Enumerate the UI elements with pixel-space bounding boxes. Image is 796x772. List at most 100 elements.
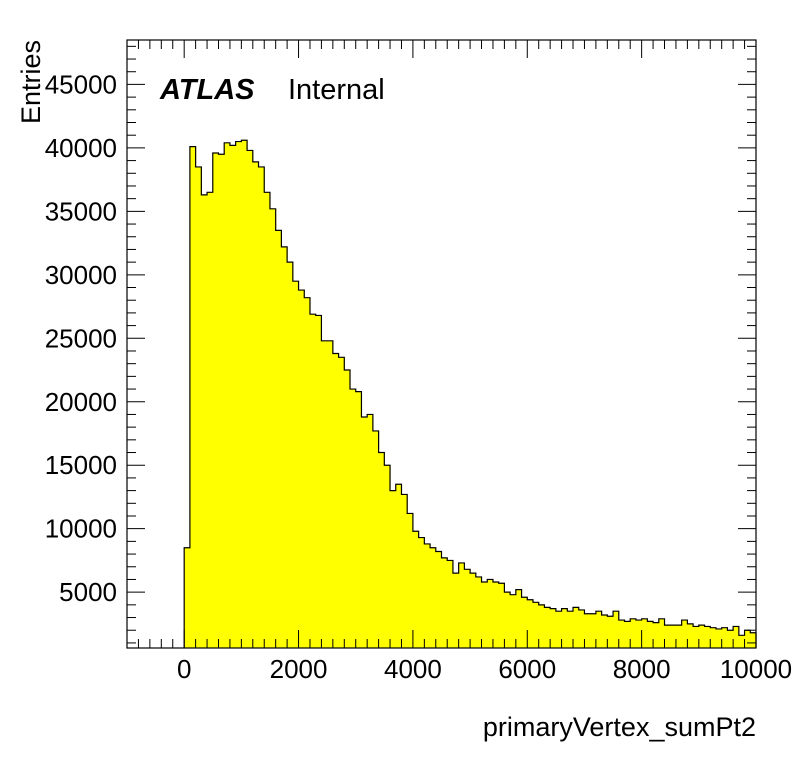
x-tick-label: 4000: [384, 654, 442, 684]
histogram-bin: [452, 573, 460, 648]
histogram-bin: [435, 551, 443, 648]
y-tick-label: 20000: [45, 387, 117, 417]
histogram-bin: [338, 357, 345, 648]
histogram-bin: [407, 513, 414, 648]
histogram-bin: [350, 389, 357, 648]
histogram-bin: [247, 150, 254, 649]
histogram-bin: [567, 611, 574, 648]
histogram-bin: [618, 620, 626, 648]
histogram-bin: [675, 625, 683, 648]
histogram-bin: [481, 581, 488, 648]
y-axis-ticks: [127, 45, 756, 644]
histogram-bin: [252, 161, 260, 648]
histogram-bin: [487, 579, 494, 648]
histogram-bin: [681, 620, 688, 648]
histogram-bin: [561, 608, 568, 648]
histogram-bin: [693, 626, 700, 648]
histogram-bin: [264, 192, 271, 648]
x-tick-label: 8000: [613, 654, 671, 684]
histogram-bin: [504, 592, 511, 648]
histogram-bin: [595, 611, 603, 648]
y-tick-label: 30000: [45, 260, 117, 290]
histogram-bin: [590, 613, 597, 648]
histogram-bins: [184, 140, 757, 649]
histogram-bin: [367, 414, 374, 648]
histogram-bin: [538, 604, 546, 648]
histogram-bin: [641, 618, 648, 648]
x-tick-label: 2000: [270, 654, 328, 684]
plot-frame: [126, 39, 757, 649]
histogram-bin: [607, 616, 614, 648]
x-tick-label: 10000: [720, 654, 792, 684]
histogram-bin: [727, 630, 734, 648]
histogram-bin: [721, 627, 729, 648]
histogram-bin: [447, 560, 454, 648]
histogram-bin: [218, 154, 225, 649]
histogram-bin: [744, 630, 751, 648]
histogram-bin: [304, 297, 311, 648]
histogram-bin: [515, 589, 523, 648]
histogram-bin: [578, 609, 586, 648]
histogram-bin: [464, 569, 471, 648]
histogram-outline: [183, 139, 757, 648]
histogram-bin: [292, 281, 300, 648]
histogram-bin: [281, 246, 288, 648]
histogram-bin: [344, 370, 351, 648]
histogram-bin: [229, 145, 237, 648]
histogram-bin: [298, 290, 305, 648]
histogram-bin: [664, 625, 671, 648]
histogram-bin: [207, 192, 214, 648]
histogram-bin: [733, 626, 740, 648]
y-tick-label: 40000: [45, 133, 117, 163]
histogram-bin: [687, 623, 694, 648]
histogram-bin: [355, 391, 363, 648]
histogram-bin: [510, 594, 517, 648]
histogram-bin: [430, 547, 437, 648]
y-axis-title: Entries: [16, 40, 46, 124]
y-tick-label: 10000: [45, 514, 117, 544]
histogram-bin: [321, 340, 328, 648]
x-axis-tick-labels: 0 2000 4000 6000 8000 10000: [177, 654, 792, 684]
histogram-bin: [390, 490, 397, 648]
histogram-bin: [401, 494, 408, 648]
histogram-bin: [527, 599, 534, 648]
histogram-bin: [601, 614, 608, 648]
y-tick-label: 5000: [59, 577, 117, 607]
histogram-bin: [492, 581, 500, 648]
histogram-bin: [521, 597, 528, 648]
histogram-bin: [224, 142, 231, 648]
histogram-bin: [613, 611, 620, 648]
histogram-bin: [269, 208, 277, 649]
x-axis-title: primaryVertex_sumPt2: [483, 712, 756, 742]
y-axis-tick-labels: 5000 10000 15000 20000 25000 30000 35000 40000 4…: [45, 69, 117, 607]
histogram-bin: [532, 602, 540, 648]
histogram-bin: [212, 152, 220, 648]
histogram-bin: [184, 547, 191, 648]
histogram-bin: [384, 465, 391, 648]
histogram-bin: [201, 194, 208, 648]
atlas-status-label: Internal: [288, 74, 385, 106]
histogram-bin: [647, 621, 654, 648]
x-tick-label: 6000: [498, 654, 556, 684]
atlas-label: ATLAS: [159, 74, 255, 106]
histogram-bin: [412, 531, 420, 648]
y-tick-label: 35000: [45, 196, 117, 226]
histogram-bin: [287, 262, 294, 648]
histogram-bin: [658, 618, 666, 648]
histogram-bin: [189, 146, 197, 648]
histogram-bin: [555, 611, 563, 648]
histogram-bin: [327, 340, 334, 648]
histogram-bin: [235, 141, 242, 648]
histogram-bin: [424, 543, 431, 648]
histogram-bin: [573, 607, 580, 648]
histogram-bin: [372, 430, 380, 648]
histogram-bin: [458, 562, 465, 648]
histogram-bin: [195, 166, 202, 649]
histogram-bin: [738, 635, 746, 648]
histogram-bin: [653, 622, 660, 648]
histogram-bin: [498, 583, 505, 648]
histogram-bin: [361, 416, 368, 648]
histogram-bin: [698, 625, 706, 648]
x-tick-label: 0: [177, 654, 191, 684]
